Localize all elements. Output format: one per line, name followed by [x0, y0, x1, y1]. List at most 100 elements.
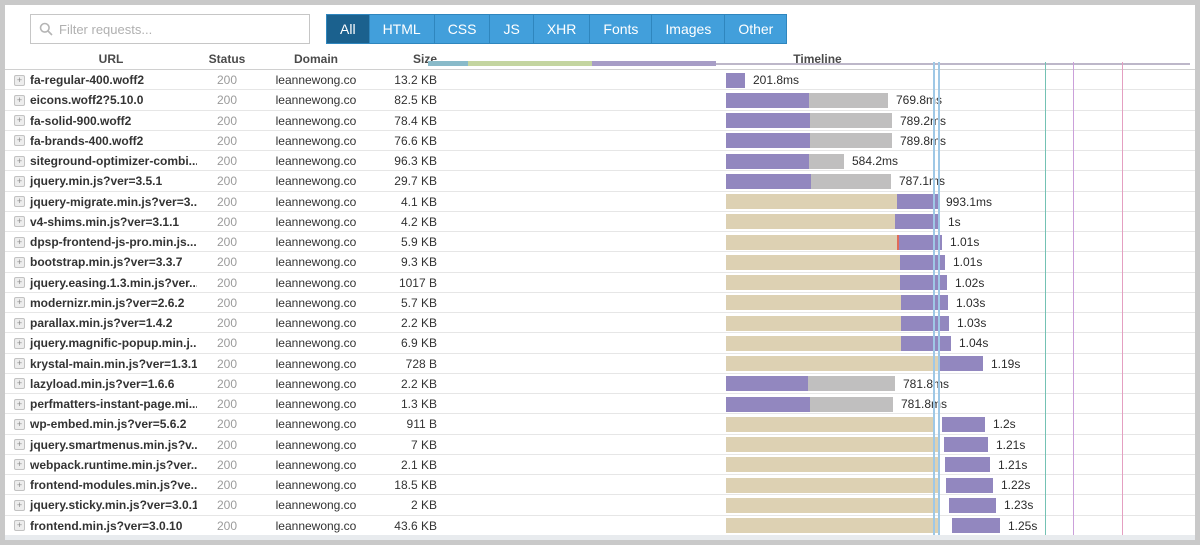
request-status: 200 [216, 113, 238, 128]
table-row[interactable]: + jquery-migrate.min.js?ver=3... 200 lea… [5, 191, 1195, 212]
expand-row-button[interactable]: + [14, 439, 25, 450]
expand-row-button[interactable]: + [14, 398, 25, 410]
waterfall-segment-purple [726, 113, 810, 129]
expand-row-button[interactable]: + [14, 277, 25, 288]
expand-row-button[interactable]: + [14, 378, 25, 390]
header-status[interactable]: Status [208, 52, 246, 66]
header-timeline[interactable]: Timeline [428, 49, 1195, 69]
table-row[interactable]: + frontend.min.js?ver=3.0.10 200 leannew… [5, 515, 1195, 536]
filter-tab-html[interactable]: HTML [369, 15, 435, 43]
request-size: 78.4 KB [394, 113, 437, 128]
table-row[interactable]: + wp-embed.min.js?ver=5.6.2 200 leannewo… [5, 414, 1195, 435]
waterfall-segment-purple [952, 518, 1000, 534]
filter-tab-all[interactable]: All [327, 15, 370, 43]
header-url[interactable]: URL [98, 52, 124, 66]
table-row[interactable]: + jquery.sticky.min.js?ver=3.0.10 200 le… [5, 495, 1195, 516]
filter-tab-css[interactable]: CSS [434, 15, 491, 43]
request-domain: leannewong.co [275, 397, 357, 411]
expand-row-button[interactable]: + [14, 216, 25, 228]
expand-row-button[interactable]: + [14, 94, 25, 106]
waterfall-segment-purple [726, 396, 810, 412]
minimap-segment-green [468, 61, 592, 66]
header-domain[interactable]: Domain [293, 52, 338, 66]
request-waterfall: 1.04s [440, 333, 1195, 352]
expand-row-button[interactable]: + [14, 317, 25, 329]
table-row[interactable]: + siteground-optimizer-combi... 200 lean… [5, 151, 1195, 172]
table-row[interactable]: + modernizr.min.js?ver=2.6.2 200 leannew… [5, 292, 1195, 313]
waterfall-segment-purple [944, 437, 988, 453]
filter-tab-other[interactable]: Other [725, 15, 787, 43]
table-row[interactable]: + perfmatters-instant-page.mi... 200 lea… [5, 394, 1195, 415]
expand-row-button[interactable]: + [14, 196, 25, 207]
request-domain: leannewong.co [275, 376, 357, 391]
expand-row-button[interactable]: + [14, 499, 25, 511]
request-time-label: 769.8ms [896, 93, 943, 108]
waterfall-segment-purple [901, 295, 948, 311]
request-time-label: 1.04s [959, 336, 989, 351]
request-domain: leannewong.co [275, 194, 357, 209]
table-row[interactable]: + dpsp-frontend-js-pro.min.js... 200 lea… [5, 232, 1195, 253]
table-row[interactable]: + jquery.magnific-popup.min.j... 200 lea… [5, 333, 1195, 354]
filter-tab-xhr[interactable]: XHR [533, 15, 591, 43]
table-row[interactable]: + krystal-main.min.js?ver=1.3.1 200 lean… [5, 353, 1195, 374]
request-size: 29.7 KB [394, 174, 437, 189]
table-row[interactable]: + webpack.runtime.min.js?ver... 200 lean… [5, 454, 1195, 475]
request-url: eicons.woff2?5.10.0 [30, 93, 144, 108]
filter-tab-fonts[interactable]: Fonts [590, 15, 653, 43]
request-waterfall: 1.21s [440, 455, 1195, 474]
request-size: 2 KB [410, 498, 437, 513]
expand-row-button[interactable]: + [14, 256, 25, 268]
table-row[interactable]: + jquery.smartmenus.min.js?v... 200 lean… [5, 434, 1195, 455]
request-waterfall: 1.22s [440, 475, 1195, 494]
table-row[interactable]: + eicons.woff2?5.10.0 200 leannewong.co … [5, 90, 1195, 111]
request-url: lazyload.min.js?ver=1.6.6 [30, 376, 175, 391]
filter-requests-box [30, 14, 310, 44]
expand-row-button[interactable]: + [14, 74, 25, 86]
request-url: jquery.easing.1.3.min.js?ver... [30, 275, 197, 290]
request-domain: leannewong.co [275, 478, 357, 492]
expand-row-button[interactable]: + [14, 135, 25, 147]
expand-row-button[interactable]: + [14, 337, 25, 349]
table-row[interactable]: + jquery.min.js?ver=3.5.1 200 leannewong… [5, 171, 1195, 192]
expand-row-button[interactable]: + [14, 297, 25, 309]
request-url: v4-shims.min.js?ver=3.1.1 [30, 214, 180, 229]
request-waterfall: 1.01s [440, 232, 1195, 251]
expand-row-button[interactable]: + [14, 236, 25, 248]
expand-row-button[interactable]: + [14, 175, 25, 187]
table-row[interactable]: + lazyload.min.js?ver=1.6.6 200 leannewo… [5, 373, 1195, 394]
table-row[interactable]: + bootstrap.min.js?ver=3.3.7 200 leannew… [5, 252, 1195, 273]
waterfall-segment-red [897, 234, 899, 250]
table-row[interactable]: + jquery.easing.1.3.min.js?ver... 200 le… [5, 272, 1195, 293]
expand-row-button[interactable]: + [14, 520, 25, 531]
waterfall-segment-tan [726, 315, 901, 331]
waterfall-segment-gray [810, 396, 893, 412]
table-row[interactable]: + fa-regular-400.woff2 200 leannewong.co… [5, 70, 1195, 91]
filter-tab-images[interactable]: Images [652, 15, 726, 43]
expand-row-button[interactable]: + [14, 418, 25, 430]
expand-row-button[interactable]: + [14, 459, 25, 471]
waterfall-segment-tan [726, 437, 938, 453]
request-size: 4.2 KB [400, 214, 437, 229]
expand-row-button[interactable]: + [14, 358, 25, 369]
request-size: 96.3 KB [394, 154, 437, 168]
expand-row-button[interactable]: + [14, 155, 25, 167]
expand-row-button[interactable]: + [14, 479, 25, 491]
header-size[interactable]: Size [412, 52, 437, 66]
timeline-event-line [933, 62, 935, 536]
waterfall-segment-tan [726, 234, 897, 250]
table-row[interactable]: + parallax.min.js?ver=1.4.2 200 leannewo… [5, 313, 1195, 334]
table-row[interactable]: + v4-shims.min.js?ver=3.1.1 200 leannewo… [5, 211, 1195, 232]
waterfall-segment-gray [811, 173, 891, 189]
request-domain: leannewong.co [275, 518, 357, 533]
filter-tab-js[interactable]: JS [490, 15, 534, 43]
filter-requests-input[interactable] [59, 15, 309, 43]
search-icon [39, 22, 53, 36]
request-waterfall: 789.2ms [440, 111, 1195, 130]
waterfall-segment-purple [945, 457, 990, 473]
table-row[interactable]: + fa-solid-900.woff2 200 leannewong.co 7… [5, 110, 1195, 131]
bottom-scroll-strip[interactable] [5, 535, 1195, 540]
table-row[interactable]: + fa-brands-400.woff2 200 leannewong.co … [5, 130, 1195, 151]
table-row[interactable]: + frontend-modules.min.js?ve... 200 lean… [5, 475, 1195, 496]
request-url: bootstrap.min.js?ver=3.3.7 [30, 255, 183, 270]
expand-row-button[interactable]: + [14, 115, 25, 126]
